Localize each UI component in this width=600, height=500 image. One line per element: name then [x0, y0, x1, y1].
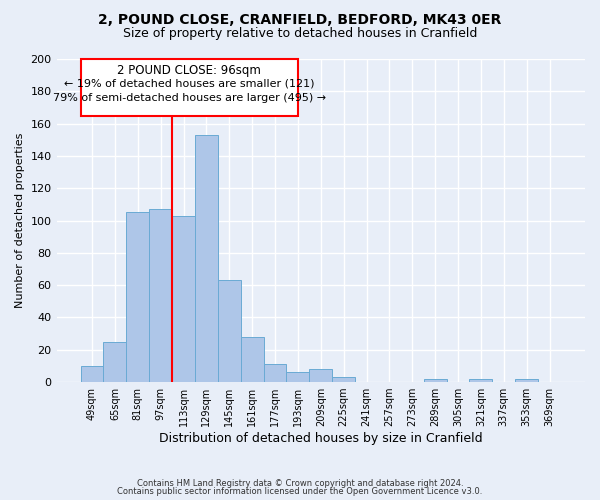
X-axis label: Distribution of detached houses by size in Cranfield: Distribution of detached houses by size …: [159, 432, 482, 445]
Text: 79% of semi-detached houses are larger (495) →: 79% of semi-detached houses are larger (…: [53, 93, 326, 103]
Bar: [195, 135, 218, 382]
Bar: [469, 379, 493, 382]
Bar: [286, 372, 310, 382]
Text: 2 POUND CLOSE: 96sqm: 2 POUND CLOSE: 96sqm: [117, 64, 261, 77]
Bar: [424, 379, 446, 382]
Bar: [332, 377, 355, 382]
Bar: [149, 209, 172, 382]
Bar: [80, 366, 103, 382]
Y-axis label: Number of detached properties: Number of detached properties: [15, 133, 25, 308]
Text: Size of property relative to detached houses in Cranfield: Size of property relative to detached ho…: [123, 28, 477, 40]
FancyBboxPatch shape: [80, 59, 298, 116]
Text: ← 19% of detached houses are smaller (121): ← 19% of detached houses are smaller (12…: [64, 78, 314, 88]
Bar: [172, 216, 195, 382]
Bar: [103, 342, 127, 382]
Bar: [127, 212, 149, 382]
Bar: [218, 280, 241, 382]
Bar: [515, 379, 538, 382]
Text: Contains public sector information licensed under the Open Government Licence v3: Contains public sector information licen…: [118, 487, 482, 496]
Bar: [310, 369, 332, 382]
Bar: [241, 337, 263, 382]
Bar: [263, 364, 286, 382]
Text: Contains HM Land Registry data © Crown copyright and database right 2024.: Contains HM Land Registry data © Crown c…: [137, 478, 463, 488]
Text: 2, POUND CLOSE, CRANFIELD, BEDFORD, MK43 0ER: 2, POUND CLOSE, CRANFIELD, BEDFORD, MK43…: [98, 12, 502, 26]
